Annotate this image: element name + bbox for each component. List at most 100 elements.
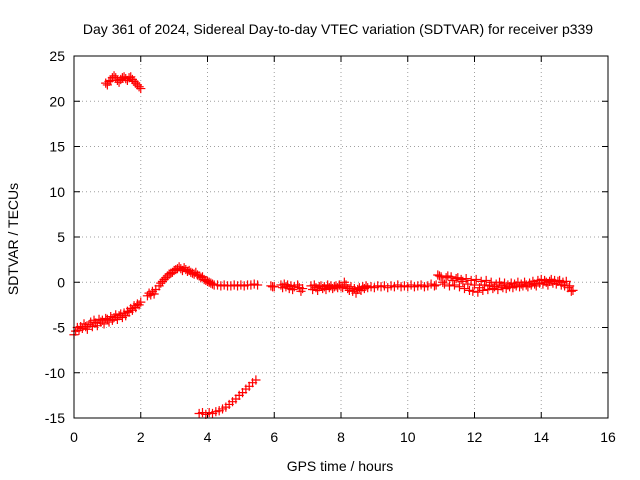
data-point xyxy=(383,283,393,293)
data-point xyxy=(351,288,361,298)
data-point xyxy=(466,275,476,286)
data-point xyxy=(349,283,359,294)
data-point xyxy=(277,283,288,293)
data-point xyxy=(468,286,478,296)
data-point xyxy=(538,279,548,289)
x-tick-label: 4 xyxy=(204,429,212,445)
data-point xyxy=(504,282,515,292)
data-point xyxy=(189,269,199,279)
y-tick-label: 5 xyxy=(57,229,65,245)
data-point xyxy=(563,283,573,293)
data-point xyxy=(206,278,216,288)
y-tick-label: 25 xyxy=(49,48,65,64)
data-point xyxy=(346,282,356,292)
data-point xyxy=(344,285,354,295)
y-tick-label: -5 xyxy=(53,320,66,336)
data-point xyxy=(266,281,276,291)
data-point xyxy=(429,281,440,291)
data-point xyxy=(244,381,254,391)
data-point xyxy=(196,273,206,283)
y-tick-label: -10 xyxy=(45,365,65,381)
data-point xyxy=(441,273,451,283)
data-point xyxy=(176,264,186,274)
data-point xyxy=(434,271,445,281)
data-point xyxy=(353,284,363,295)
data-point xyxy=(446,272,456,282)
data-point xyxy=(449,280,460,290)
data-point xyxy=(104,76,114,86)
data-point xyxy=(136,83,146,94)
data-point xyxy=(71,326,81,336)
data-point xyxy=(112,314,122,324)
data-point xyxy=(294,283,304,293)
data-point xyxy=(207,408,218,419)
data-point xyxy=(207,279,218,289)
series-lower-branch xyxy=(194,375,261,419)
data-point xyxy=(77,323,87,334)
x-axis-label: GPS time / hours xyxy=(287,458,394,474)
data-point xyxy=(102,80,112,90)
data-point xyxy=(134,82,144,92)
data-point xyxy=(151,284,161,295)
data-point xyxy=(289,282,299,292)
data-point xyxy=(431,280,441,290)
grid xyxy=(74,56,608,418)
data-point xyxy=(366,282,376,292)
data-point xyxy=(97,315,107,325)
data-point xyxy=(179,263,189,273)
data-point xyxy=(211,407,221,417)
data-point xyxy=(239,281,249,291)
axis-ticks: 0 2 4 6 8 10 12 14 16 25 20 15 10 5 0 -5 -10 -15 xyxy=(45,48,616,445)
data-point xyxy=(469,280,480,290)
data-point xyxy=(106,312,116,322)
data-point xyxy=(308,284,318,295)
data-point xyxy=(182,266,193,276)
data-point xyxy=(129,301,139,311)
data-point xyxy=(529,279,540,289)
data-point xyxy=(561,276,571,286)
data-point xyxy=(214,406,224,416)
data-point xyxy=(331,281,341,291)
data-point xyxy=(555,275,565,286)
data-point xyxy=(419,282,430,292)
data-point xyxy=(313,285,323,295)
data-point xyxy=(486,277,496,287)
data-marks xyxy=(69,71,578,419)
series-main-trend xyxy=(69,262,578,340)
data-point xyxy=(199,274,209,285)
data-point xyxy=(104,317,114,327)
data-point xyxy=(488,283,498,294)
data-point xyxy=(219,280,229,290)
x-tick-label: 16 xyxy=(600,429,616,445)
data-point xyxy=(174,262,184,272)
data-point xyxy=(127,74,138,85)
data-point xyxy=(369,283,379,293)
data-point xyxy=(281,282,291,292)
data-point xyxy=(87,321,97,332)
data-point xyxy=(111,310,121,320)
y-tick-label: 0 xyxy=(57,274,65,290)
data-point xyxy=(202,276,213,286)
data-point xyxy=(131,78,141,88)
data-point xyxy=(413,281,423,291)
data-point xyxy=(201,275,211,286)
data-point xyxy=(124,307,134,317)
data-point xyxy=(453,273,463,283)
data-point xyxy=(298,283,308,294)
data-point xyxy=(231,394,241,404)
data-point xyxy=(444,281,455,291)
data-point xyxy=(112,75,122,86)
data-point xyxy=(376,282,386,292)
data-point xyxy=(132,299,143,309)
data-point xyxy=(144,288,154,298)
data-point xyxy=(159,274,169,285)
data-point xyxy=(546,274,556,285)
data-point xyxy=(217,404,228,414)
data-point xyxy=(524,278,535,288)
data-point xyxy=(433,270,443,280)
data-point xyxy=(544,276,555,286)
data-point xyxy=(386,281,396,291)
data-point xyxy=(406,280,416,290)
data-point xyxy=(336,282,346,292)
data-point xyxy=(82,324,92,334)
